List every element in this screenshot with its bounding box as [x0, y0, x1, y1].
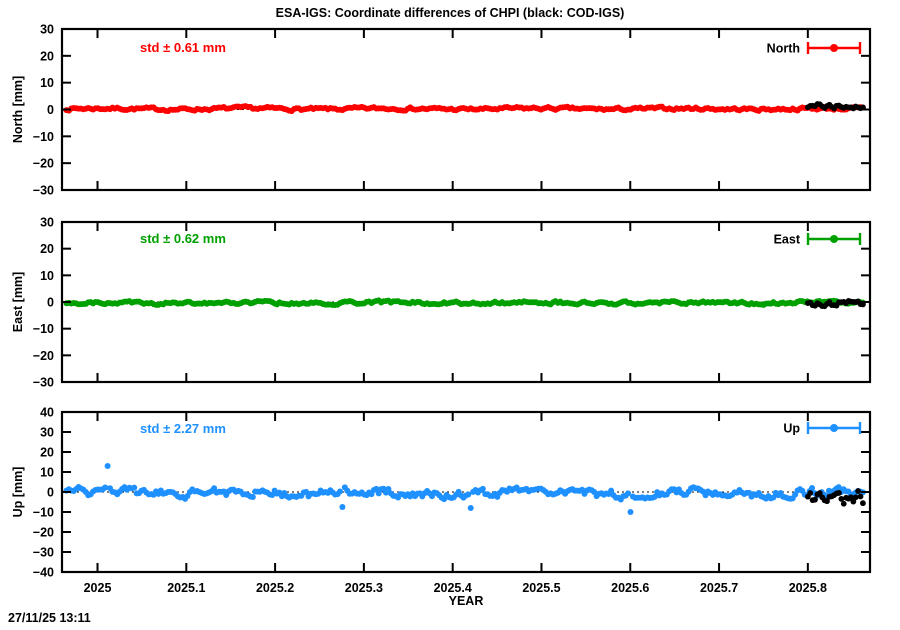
y-tick-label: −20 [33, 157, 54, 171]
data-layer-up [63, 463, 866, 515]
y-tick-label: 40 [40, 406, 54, 420]
y-tick-label: 30 [40, 426, 54, 440]
x-axis-label: YEAR [449, 594, 484, 608]
std-annotation-east: std ± 0.62 mm [140, 231, 226, 246]
legend-marker-east [830, 235, 838, 243]
data-point [102, 484, 109, 491]
data-point [339, 504, 346, 510]
y-tick-label: 30 [40, 216, 54, 230]
data-point [848, 494, 854, 501]
data-point [855, 488, 862, 494]
std-annotation-north: std ± 0.61 mm [140, 40, 226, 55]
y-tick-label: 0 [47, 486, 54, 500]
panel-up: −40 −30 −20 −10 0 10 20 30 40 2025 2025.1 2025.2 202… [11, 406, 872, 595]
std-annotation-up: std ± 2.27 mm [140, 421, 226, 436]
y-tick-label: 20 [40, 49, 54, 63]
timestamp-label: 27/11/25 13:11 [8, 611, 91, 625]
data-point [651, 493, 658, 500]
y-tick-label: 10 [40, 269, 54, 283]
data-point [838, 496, 845, 502]
y-tick-label: −10 [33, 322, 54, 336]
y-tick-label: 20 [40, 242, 54, 256]
data-point [836, 490, 842, 496]
data-point [336, 488, 343, 495]
data-point [303, 488, 310, 495]
y-tick-label: 30 [40, 23, 54, 37]
data-point [467, 505, 474, 511]
y-tick-label: 10 [40, 76, 54, 90]
y-tick-label: −30 [33, 546, 54, 560]
data-point [850, 498, 857, 505]
x-tick-label: 2025.6 [611, 581, 649, 595]
y-tick-label: −20 [33, 526, 54, 540]
data-layer-east [63, 297, 866, 310]
data-point [104, 463, 111, 469]
y-tick-label: 0 [47, 296, 54, 310]
y-tick-label: −30 [33, 184, 54, 198]
y-tick-label: 10 [40, 466, 54, 480]
data-point [852, 494, 859, 501]
data-point [860, 500, 866, 507]
y-axis-label-north: North [mm] [11, 76, 25, 143]
x-tick-label: 2025.3 [345, 581, 383, 595]
x-tick-label: 2025 [84, 581, 112, 595]
data-point [249, 494, 256, 501]
x-tick-label: 2025.1 [167, 581, 205, 595]
data-point [131, 484, 138, 491]
y-tick-label: −20 [33, 349, 54, 363]
x-tick-label: 2025.2 [256, 581, 294, 595]
legend-label-up: Up [783, 422, 800, 436]
x-tick-label: 2025.4 [434, 581, 472, 595]
data-point [627, 509, 634, 515]
data-point [824, 498, 830, 505]
series-east-codigs [804, 298, 866, 310]
y-tick-label: 20 [40, 446, 54, 460]
figure-title: ESA-IGS: Coordinate differences of CHPI … [276, 6, 625, 20]
x-tick-label: 2025.5 [522, 581, 560, 595]
data-point [857, 493, 864, 500]
series-up-codigs [804, 488, 866, 507]
y-tick-label: −30 [33, 376, 54, 390]
y-axis-label-east: East [mm] [11, 272, 25, 332]
data-point [373, 485, 380, 492]
x-tick-label: 2025.8 [789, 581, 827, 595]
data-point [809, 484, 816, 491]
panel-group: −30 −20 −10 0 10 20 30 North [mm] std ± 0.61 mm N… [11, 23, 872, 595]
data-point [625, 490, 632, 497]
x-tick-label: 2025.7 [700, 581, 738, 595]
data-layer-north [63, 101, 866, 115]
data-point [835, 484, 842, 491]
y-tick-label: −10 [33, 130, 54, 144]
y-tick-label: −10 [33, 506, 54, 520]
data-point [465, 491, 472, 498]
data-point [812, 496, 818, 503]
data-point [608, 487, 615, 494]
data-point [840, 500, 847, 507]
y-tick-label: 0 [47, 103, 54, 117]
data-point [269, 492, 276, 499]
data-point [816, 490, 823, 496]
data-point [770, 494, 777, 501]
data-point [385, 485, 392, 492]
panel-north: −30 −20 −10 0 10 20 30 North [mm] std ± 0.61 mm N… [11, 23, 872, 198]
legend-label-east: East [774, 233, 801, 247]
data-point [479, 485, 486, 492]
y-axis-label-up: Up [mm] [11, 467, 25, 518]
series-north-esaigs [63, 103, 866, 115]
data-point [807, 490, 814, 496]
panel-east: −30 −20 −10 0 10 20 30 East [mm] std ± 0.62 mm Ea… [11, 216, 872, 390]
legend-marker-up [830, 424, 838, 432]
y-tick-label: −40 [33, 566, 54, 580]
legend-marker-north [830, 44, 838, 52]
legend-label-north: North [767, 42, 800, 56]
